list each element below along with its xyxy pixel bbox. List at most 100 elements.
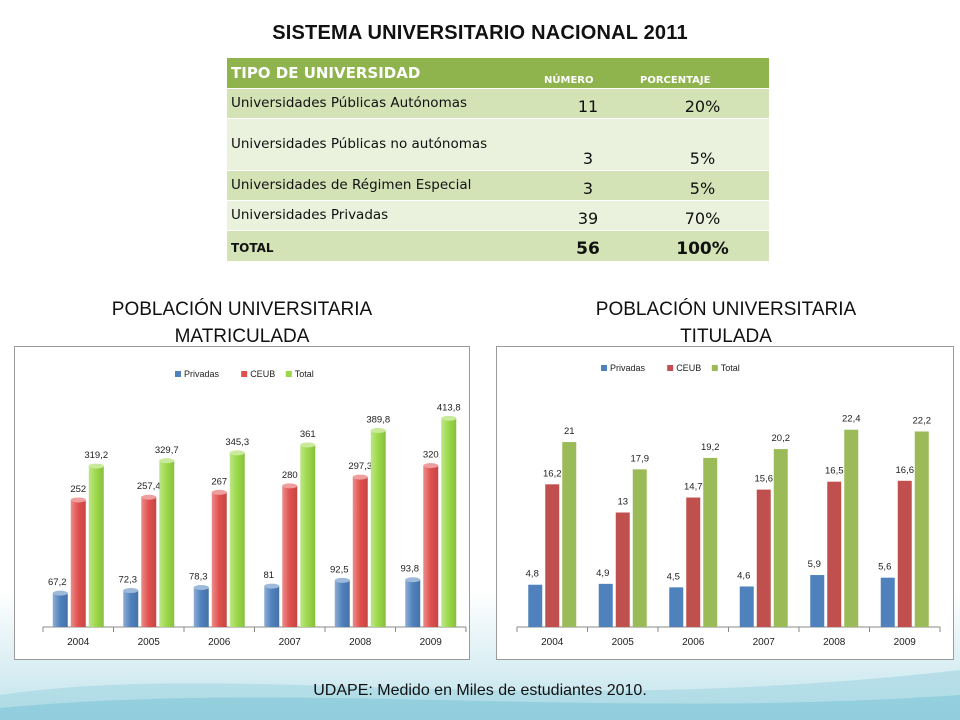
- data-label: 5,6: [878, 562, 891, 573]
- row-porcentaje: 5%: [636, 170, 769, 201]
- chart-title-line: MATRICULADA: [174, 326, 310, 347]
- x-tick-label: 2007: [279, 637, 302, 648]
- x-tick-label: 2009: [894, 637, 917, 648]
- data-label: 15,6: [755, 474, 774, 485]
- chart-title-line: TITULADA: [680, 326, 772, 347]
- bar-privadas-2006: [193, 587, 209, 627]
- bar-top-cap: [423, 463, 439, 469]
- legend-swatch: [285, 371, 292, 377]
- bar-total-2005: [632, 469, 647, 627]
- bar-top-cap: [229, 450, 245, 456]
- bar-top-cap: [159, 458, 175, 464]
- bar-total-2006: [703, 457, 718, 627]
- table-row: Universidades Públicas no autónomas 3 5%: [227, 118, 769, 171]
- bar-ceub-2005: [141, 497, 157, 627]
- bar-top-cap: [141, 494, 157, 500]
- chart-title-titulada: POBLACIÓN UNIVERSITARIA TITULADA: [516, 296, 936, 350]
- bar-total-2004: [562, 442, 577, 627]
- data-label: 19,2: [701, 442, 720, 453]
- data-label: 78,3: [189, 572, 208, 583]
- bar-ceub-2004: [545, 484, 560, 627]
- bar-top-cap: [193, 585, 209, 591]
- bar-top-cap: [334, 577, 350, 583]
- data-label: 22,4: [842, 414, 861, 425]
- data-label: 257,4: [137, 481, 161, 492]
- legend-label: Privadas: [610, 363, 646, 373]
- bar-top-cap: [441, 415, 457, 421]
- data-label: 22,2: [913, 415, 932, 426]
- x-tick-label: 2009: [420, 637, 443, 648]
- bar-top-cap: [88, 463, 104, 469]
- bar-top-cap: [405, 577, 421, 583]
- data-label: 361: [300, 429, 316, 440]
- bar-privadas-2009: [880, 577, 895, 627]
- data-label: 280: [282, 470, 298, 481]
- bar-privadas-2008: [334, 580, 350, 627]
- bar-privadas-2004: [528, 584, 543, 627]
- bar-total-2008: [370, 430, 386, 627]
- bar-total-2009: [914, 431, 929, 627]
- row-porcentaje: 5%: [636, 118, 769, 171]
- data-label: 67,2: [48, 577, 67, 588]
- x-tick-label: 2005: [612, 637, 635, 648]
- bar-ceub-2007: [282, 485, 298, 627]
- legend-swatch: [175, 371, 181, 377]
- bar-ceub-2005: [615, 512, 630, 627]
- chart-matriculada: Privadas CEUB Total 67,2 252 319,2 2004 72,3 257…: [14, 346, 470, 660]
- row-numero: 11: [540, 88, 636, 119]
- bar-top-cap: [123, 588, 139, 594]
- bar-top-cap: [264, 583, 280, 589]
- data-label: 319,2: [84, 450, 108, 461]
- header-porcentaje: PORCENTAJE: [636, 58, 769, 89]
- data-label: 20,2: [772, 433, 791, 444]
- chart-titulada: Privadas CEUB Total 4,8 16,2 21 2004 4,9 13 17,9 2…: [496, 346, 954, 660]
- chart-matriculada-svg: Privadas CEUB Total 67,2 252 319,2 2004 72,3 257…: [42, 369, 467, 648]
- bar-privadas-2004: [52, 593, 68, 627]
- chart-title-matriculada: POBLACIÓN UNIVERSITARIA MATRICULADA: [32, 296, 452, 350]
- data-label: 16,6: [896, 465, 915, 476]
- bar-ceub-2009: [897, 480, 912, 627]
- bar-top-cap: [300, 442, 316, 448]
- row-tipo: Universidades Públicas Autónomas: [227, 88, 540, 119]
- legend-label: Total: [295, 369, 314, 379]
- total-label: TOTAL: [227, 230, 540, 261]
- x-tick-label: 2006: [682, 637, 705, 648]
- bar-privadas-2007: [739, 586, 754, 627]
- table-row: Universidades Públicas Autónomas 11 20%: [227, 88, 769, 119]
- row-numero: 3: [540, 118, 636, 171]
- data-label: 4,9: [596, 568, 609, 579]
- bar-privadas-2005: [598, 583, 613, 627]
- table-total-row: TOTAL 56 100%: [227, 230, 769, 261]
- bar-top-cap: [370, 427, 386, 433]
- row-porcentaje: 20%: [636, 88, 769, 119]
- data-label: 297,3: [348, 461, 372, 472]
- data-label: 252: [70, 484, 86, 495]
- bar-top-cap: [70, 497, 86, 503]
- row-tipo: Universidades Públicas no autónomas: [227, 118, 540, 171]
- bar-total-2007: [300, 444, 316, 627]
- university-types-table: TIPO DE UNIVERSIDAD NÚMERO PORCENTAJE Un…: [227, 58, 769, 261]
- bar-top-cap: [282, 483, 298, 489]
- bar-privadas-2005: [123, 590, 139, 627]
- data-label: 5,9: [808, 559, 821, 570]
- legend-label: Total: [721, 363, 740, 373]
- x-tick-label: 2008: [349, 637, 372, 648]
- data-label: 93,8: [401, 564, 420, 575]
- x-tick-label: 2004: [67, 637, 90, 648]
- source-note: UDAPE: Medido en Miles de estudiantes 20…: [313, 682, 647, 699]
- table-row: Universidades Privadas 39 70%: [227, 200, 769, 231]
- row-tipo: Universidades de Régimen Especial: [227, 170, 540, 201]
- x-tick-label: 2006: [208, 637, 231, 648]
- data-label: 4,8: [526, 569, 539, 580]
- row-numero: 39: [540, 200, 636, 231]
- row-tipo: Universidades Privadas: [227, 200, 540, 231]
- chart-title-line: POBLACIÓN UNIVERSITARIA: [595, 299, 857, 320]
- data-label: 72,3: [119, 575, 138, 586]
- page-title: SISTEMA UNIVERSITARIO NACIONAL 2011: [272, 22, 688, 44]
- bar-ceub-2009: [423, 465, 439, 627]
- bar-top-cap: [52, 590, 68, 596]
- bar-privadas-2009: [405, 579, 421, 627]
- chart-titulada-svg: Privadas CEUB Total 4,8 16,2 21 2004 4,9 13 17,9 2…: [516, 363, 941, 648]
- data-label: 21: [564, 426, 575, 437]
- table-header-row: TIPO DE UNIVERSIDAD NÚMERO PORCENTAJE: [227, 58, 769, 89]
